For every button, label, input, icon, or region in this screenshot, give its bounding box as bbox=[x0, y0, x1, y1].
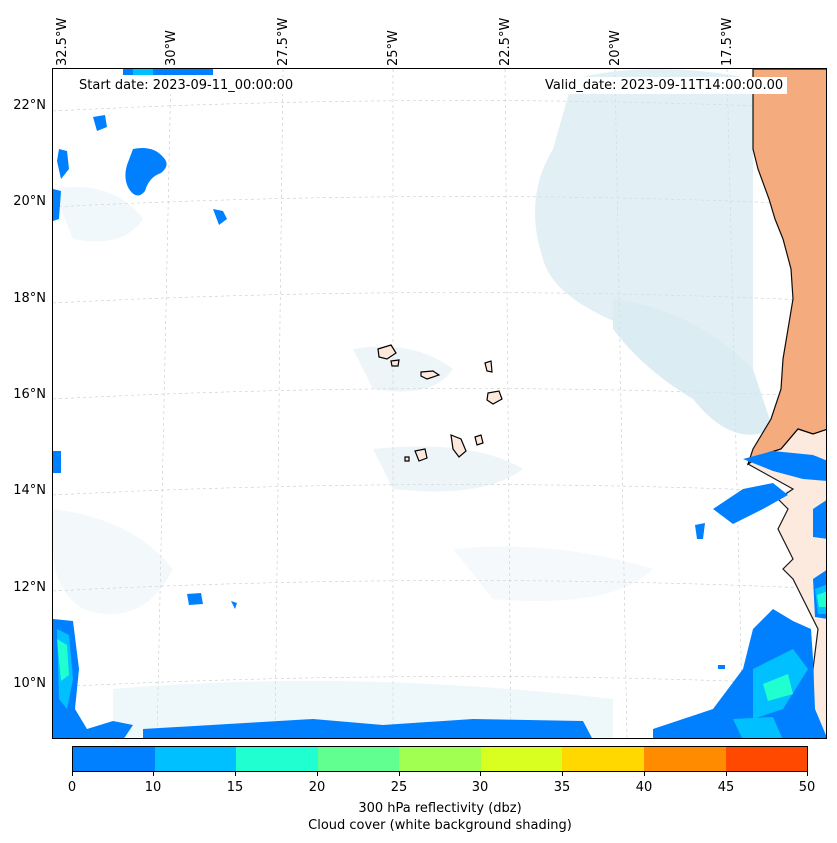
lon-label-32-5w: 32.5°W bbox=[55, 17, 70, 66]
colorbar-segment-20-25 bbox=[317, 747, 400, 771]
map-frame[interactable] bbox=[52, 68, 827, 739]
colorbar-tick bbox=[235, 772, 236, 776]
colorbar-tick bbox=[644, 772, 645, 776]
colorbar-segment-35-40 bbox=[562, 747, 644, 771]
colorbar-tick bbox=[726, 772, 727, 776]
colorbar-tick bbox=[807, 772, 808, 776]
colorbar-label: 300 hPa reflectivity (dbz) bbox=[358, 801, 522, 816]
graticule bbox=[53, 69, 826, 738]
lat-label-14n: 14°N bbox=[13, 483, 46, 498]
colorbar-tick-label-40: 40 bbox=[635, 780, 653, 795]
lat-label-20n: 20°N bbox=[13, 194, 46, 209]
colorbar-tick-label-15: 15 bbox=[226, 780, 244, 795]
lon-label-22-5w: 22.5°W bbox=[498, 17, 513, 66]
colorbar-tick bbox=[399, 772, 400, 776]
colorbar-tick bbox=[562, 772, 563, 776]
colorbar-tick bbox=[317, 772, 318, 776]
colorbar-segment-10-15 bbox=[154, 747, 237, 771]
colorbar-segment-30-35 bbox=[480, 747, 563, 771]
lat-label-10n: 10°N bbox=[13, 676, 46, 691]
colorbar-segment-25-30 bbox=[399, 747, 481, 771]
africa-land-south bbox=[746, 428, 826, 738]
colorbar-tick-label-20: 20 bbox=[308, 780, 326, 795]
map-canvas bbox=[53, 69, 826, 738]
colorbar-tick-label-30: 30 bbox=[471, 780, 489, 795]
colorbar bbox=[72, 746, 808, 772]
cape-verde-islands bbox=[377, 344, 503, 462]
colorbar-sublabel: Cloud cover (white background shading) bbox=[308, 818, 572, 833]
lat-label-18n: 18°N bbox=[13, 291, 46, 306]
lon-label-30w: 30°W bbox=[164, 30, 179, 66]
colorbar-segment-45-50 bbox=[725, 747, 808, 771]
colorbar-tick-label-0: 0 bbox=[67, 780, 77, 795]
lat-label-12n: 12°N bbox=[13, 580, 46, 595]
start-date-label: Start date: 2023-09-11_00:00:00 bbox=[75, 77, 298, 94]
lon-label-27-5w: 27.5°W bbox=[276, 17, 291, 66]
colorbar-tick-label-45: 45 bbox=[717, 780, 735, 795]
colorbar-segment-40-45 bbox=[643, 747, 726, 771]
reflectivity-high bbox=[57, 591, 826, 701]
colorbar-tick-label-50: 50 bbox=[798, 780, 816, 795]
colorbar-tick-label-10: 10 bbox=[144, 780, 162, 795]
colorbar-tick bbox=[480, 772, 481, 776]
lon-label-20w: 20°W bbox=[608, 30, 623, 66]
colorbar-tick bbox=[72, 772, 73, 776]
lat-label-16n: 16°N bbox=[13, 387, 46, 402]
colorbar-tick-label-35: 35 bbox=[553, 780, 571, 795]
lat-label-22n: 22°N bbox=[13, 98, 46, 113]
colorbar-tick-label-25: 25 bbox=[390, 780, 408, 795]
colorbar-segment-0-10 bbox=[73, 747, 155, 771]
colorbar-tick bbox=[153, 772, 154, 776]
valid-date-label: Valid_date: 2023-09-11T14:00:00.00 bbox=[541, 77, 788, 94]
lon-label-17-5w: 17.5°W bbox=[720, 17, 735, 66]
lon-label-25w: 25°W bbox=[386, 30, 401, 66]
colorbar-segment-15-20 bbox=[236, 747, 318, 771]
